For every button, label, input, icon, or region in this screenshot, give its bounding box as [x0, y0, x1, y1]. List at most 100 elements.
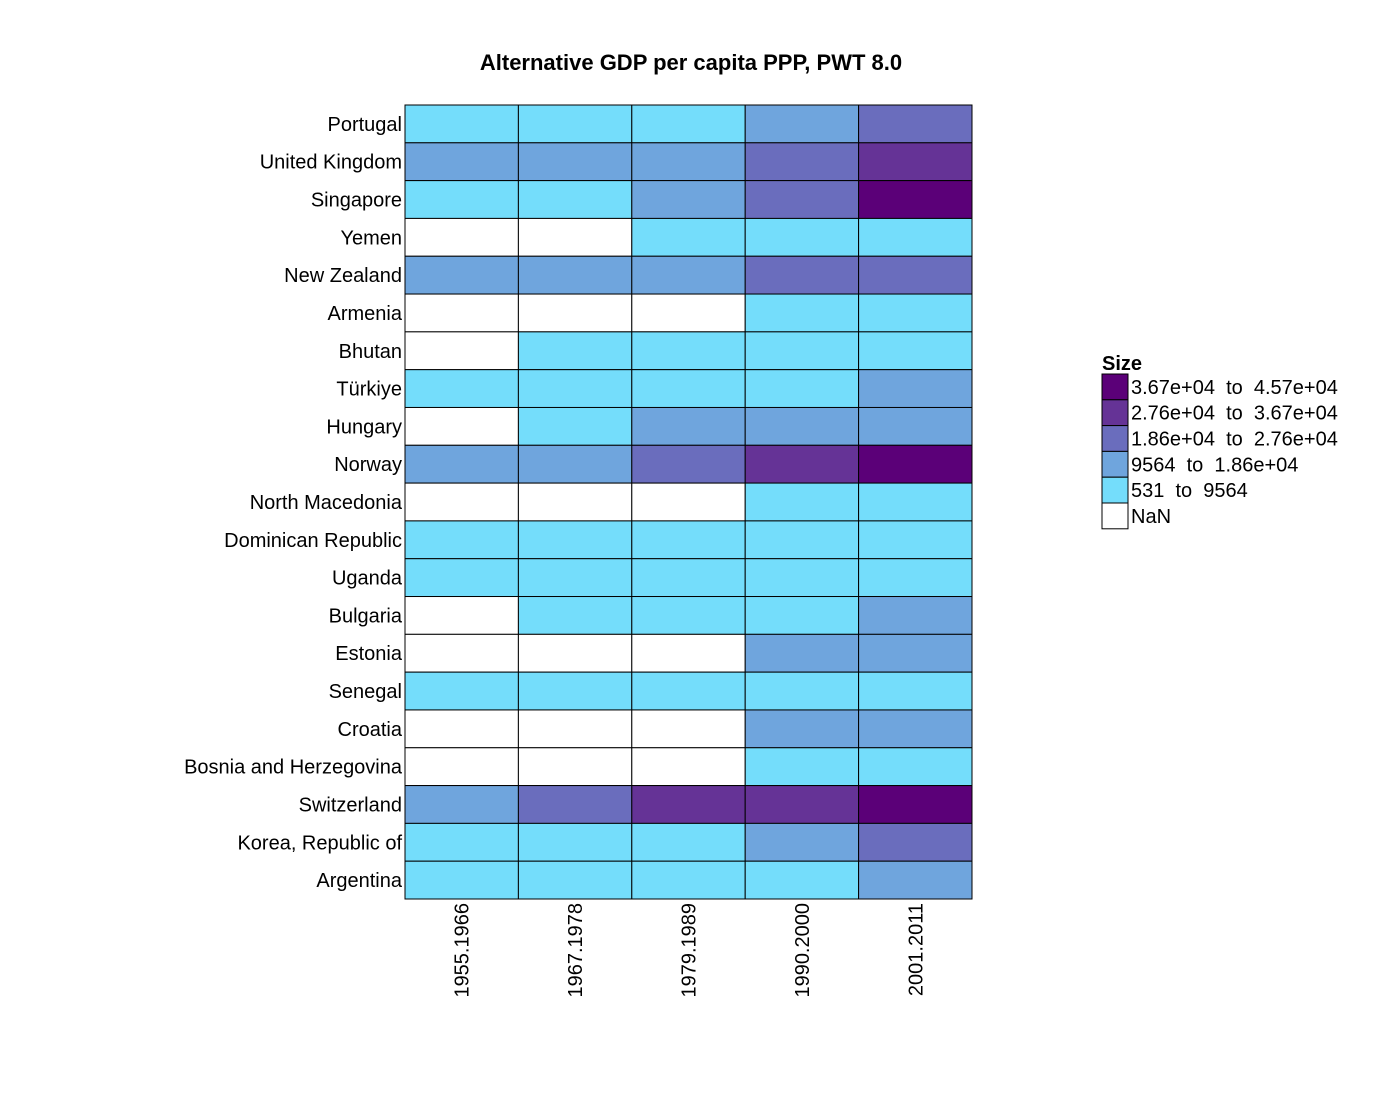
heatmap-cell-north-macedonia-1955-1966: [404, 482, 519, 522]
column-label-1967-1978: 1967.1978: [565, 903, 587, 998]
heatmap-cell-dominican-republic-1955-1966: [404, 520, 519, 560]
heatmap-cell-t-rkiye-1955-1966: [404, 369, 519, 408]
heatmap-cell-t-rkiye-1979-1989: [631, 369, 746, 408]
column-label-2001-2011: 2001.2011: [905, 903, 927, 996]
heatmap-cell-portugal-1955-1966: [404, 104, 519, 144]
heatmap-cell-uganda-1979-1989: [631, 558, 746, 598]
chart-title: Alternative GDP per capita PPP, PWT 8.0: [480, 50, 902, 75]
heatmap-cell-korea-republic-of-1990-2000: [744, 822, 860, 862]
row-label-portugal: Portugal: [328, 114, 403, 136]
heatmap-cell-united-kingdom-1979-1989: [631, 142, 746, 182]
heatmap-cell-bhutan-1955-1966: [404, 331, 519, 371]
heatmap-cell-korea-republic-of-1979-1989: [631, 822, 746, 862]
row-label-bulgaria: Bulgaria: [329, 605, 403, 627]
heatmap-cell-bhutan-1990-2000: [744, 331, 860, 371]
column-labels: 1955.1966 1967.1978 1979.1989 1990.2000 2001…: [452, 903, 928, 998]
heatmap-cell-armenia-2001-2011: [858, 293, 973, 333]
row-labels: Portugal United Kingdom Singapore Yemen New …: [184, 114, 403, 892]
heatmap-cell-switzerland-2001-2011: [858, 785, 973, 824]
heatmap-cell-north-macedonia-1979-1989: [631, 482, 746, 522]
heatmap-cell-bosnia-and-herzegovina-1990-2000: [744, 747, 860, 787]
heatmap-cell-bosnia-and-herzegovina-2001-2011: [858, 747, 973, 787]
row-label-switzerland: Switzerland: [299, 794, 402, 816]
heatmap-cell-bulgaria-2001-2011: [858, 596, 973, 635]
heatmap-cell-portugal-1967-1978: [517, 104, 633, 144]
heatmap-cell-estonia-1955-1966: [404, 633, 519, 673]
row-label-norway: Norway: [334, 454, 402, 476]
heatmap-cell-singapore-1955-1966: [404, 180, 519, 219]
legend-label-1: 2.76e+04 to 3.67e+04: [1131, 403, 1338, 425]
legend-label-4: 531 to 9564: [1131, 480, 1248, 502]
heatmap-cell-new-zealand-1990-2000: [744, 255, 860, 295]
heatmap-cell-bhutan-1967-1978: [517, 331, 633, 371]
heatmap-cell-singapore-1967-1978: [517, 180, 633, 219]
heatmap-cell-yemen-1990-2000: [744, 217, 860, 257]
legend-label-0: 3.67e+04 to 4.57e+04: [1131, 377, 1338, 399]
heatmap-cell-uganda-1967-1978: [517, 558, 633, 598]
legend-swatch-2: [1101, 425, 1129, 452]
row-label-senegal: Senegal: [329, 681, 402, 703]
heatmap-cell-uganda-1990-2000: [744, 558, 860, 598]
heatmap-cell-united-kingdom-1967-1978: [517, 142, 633, 182]
heatmap-cell-bulgaria-1967-1978: [517, 596, 633, 635]
heatmap-cell-dominican-republic-1979-1989: [631, 520, 746, 560]
row-label-singapore: Singapore: [311, 190, 402, 212]
legend: Size 3.67e+04 to 4.57e+04 2.76e+04 to 3.6…: [1101, 353, 1338, 530]
heatmap-cell-switzerland-1967-1978: [517, 785, 633, 824]
heatmap-cell-norway-1990-2000: [744, 444, 860, 484]
heatmap-cell-dominican-republic-1967-1978: [517, 520, 633, 560]
row-label-yemen: Yemen: [340, 227, 402, 249]
heatmap-cell-switzerland-1979-1989: [631, 785, 746, 824]
heatmap-cell-bosnia-and-herzegovina-1955-1966: [404, 747, 519, 787]
heatmap-cell-senegal-2001-2011: [858, 671, 973, 711]
heatmap-cell-switzerland-1955-1966: [404, 785, 519, 824]
heatmap-cell-korea-republic-of-1955-1966: [404, 822, 519, 862]
heatmap-cell-t-rkiye-2001-2011: [858, 369, 973, 408]
heatmap-cell-estonia-1979-1989: [631, 633, 746, 673]
legend-label-3: 9564 to 1.86e+04: [1131, 454, 1298, 476]
row-label-korea-republic-of: Korea, Republic of: [237, 832, 402, 854]
heatmap-cell-bulgaria-1955-1966: [404, 596, 519, 635]
heatmap-cells: [404, 104, 973, 900]
legend-swatch-3: [1101, 450, 1129, 478]
heatmap-cell-new-zealand-1967-1978: [517, 255, 633, 295]
heatmap-cell-bosnia-and-herzegovina-1979-1989: [631, 747, 746, 787]
legend-swatch-5: [1101, 502, 1129, 530]
row-label-dominican-republic: Dominican Republic: [224, 530, 402, 552]
heatmap-cell-yemen-1967-1978: [517, 217, 633, 257]
heatmap-cell-bhutan-2001-2011: [858, 331, 973, 371]
plot-border: [404, 104, 973, 900]
heatmap-cell-argentina-1990-2000: [744, 860, 860, 900]
row-label-north-macedonia: North Macedonia: [250, 492, 403, 514]
heatmap-cell-armenia-1967-1978: [517, 293, 633, 333]
heatmap-cell-t-rkiye-1967-1978: [517, 369, 633, 408]
heatmap-cell-croatia-2001-2011: [858, 709, 973, 749]
heatmap-cell-switzerland-1990-2000: [744, 785, 860, 824]
row-label-bhutan: Bhutan: [339, 341, 402, 363]
legend-swatch-1: [1101, 399, 1129, 427]
legend-swatch-0: [1101, 373, 1129, 401]
legend-label-2: 1.86e+04 to 2.76e+04: [1131, 429, 1338, 451]
heatmap-cell-senegal-1990-2000: [744, 671, 860, 711]
heatmap-cell-portugal-1990-2000: [744, 104, 860, 144]
heatmap-cell-croatia-1967-1978: [517, 709, 633, 749]
heatmap-cell-argentina-1955-1966: [404, 860, 519, 900]
legend-title: Size: [1102, 353, 1142, 375]
heatmap-cell-hungary-1967-1978: [517, 406, 633, 446]
heatmap-cell-bulgaria-1990-2000: [744, 596, 860, 635]
heatmap-cell-hungary-1955-1966: [404, 406, 519, 446]
heatmap-cell-uganda-2001-2011: [858, 558, 973, 598]
heatmap-cell-united-kingdom-1990-2000: [744, 142, 860, 182]
heatmap-cell-united-kingdom-2001-2011: [858, 142, 973, 182]
heatmap-cell-bhutan-1979-1989: [631, 331, 746, 371]
heatmap-cell-dominican-republic-1990-2000: [744, 520, 860, 560]
heatmap-cell-argentina-1979-1989: [631, 860, 746, 900]
row-label-croatia: Croatia: [338, 719, 403, 741]
column-label-1990-2000: 1990.2000: [792, 903, 814, 998]
column-label-1979-1989: 1979.1989: [679, 903, 701, 998]
heatmap-cell-norway-2001-2011: [858, 444, 973, 484]
heatmap-cell-hungary-2001-2011: [858, 406, 973, 446]
heatmap-cell-norway-1967-1978: [517, 444, 633, 484]
heatmap-cell-croatia-1955-1966: [404, 709, 519, 749]
